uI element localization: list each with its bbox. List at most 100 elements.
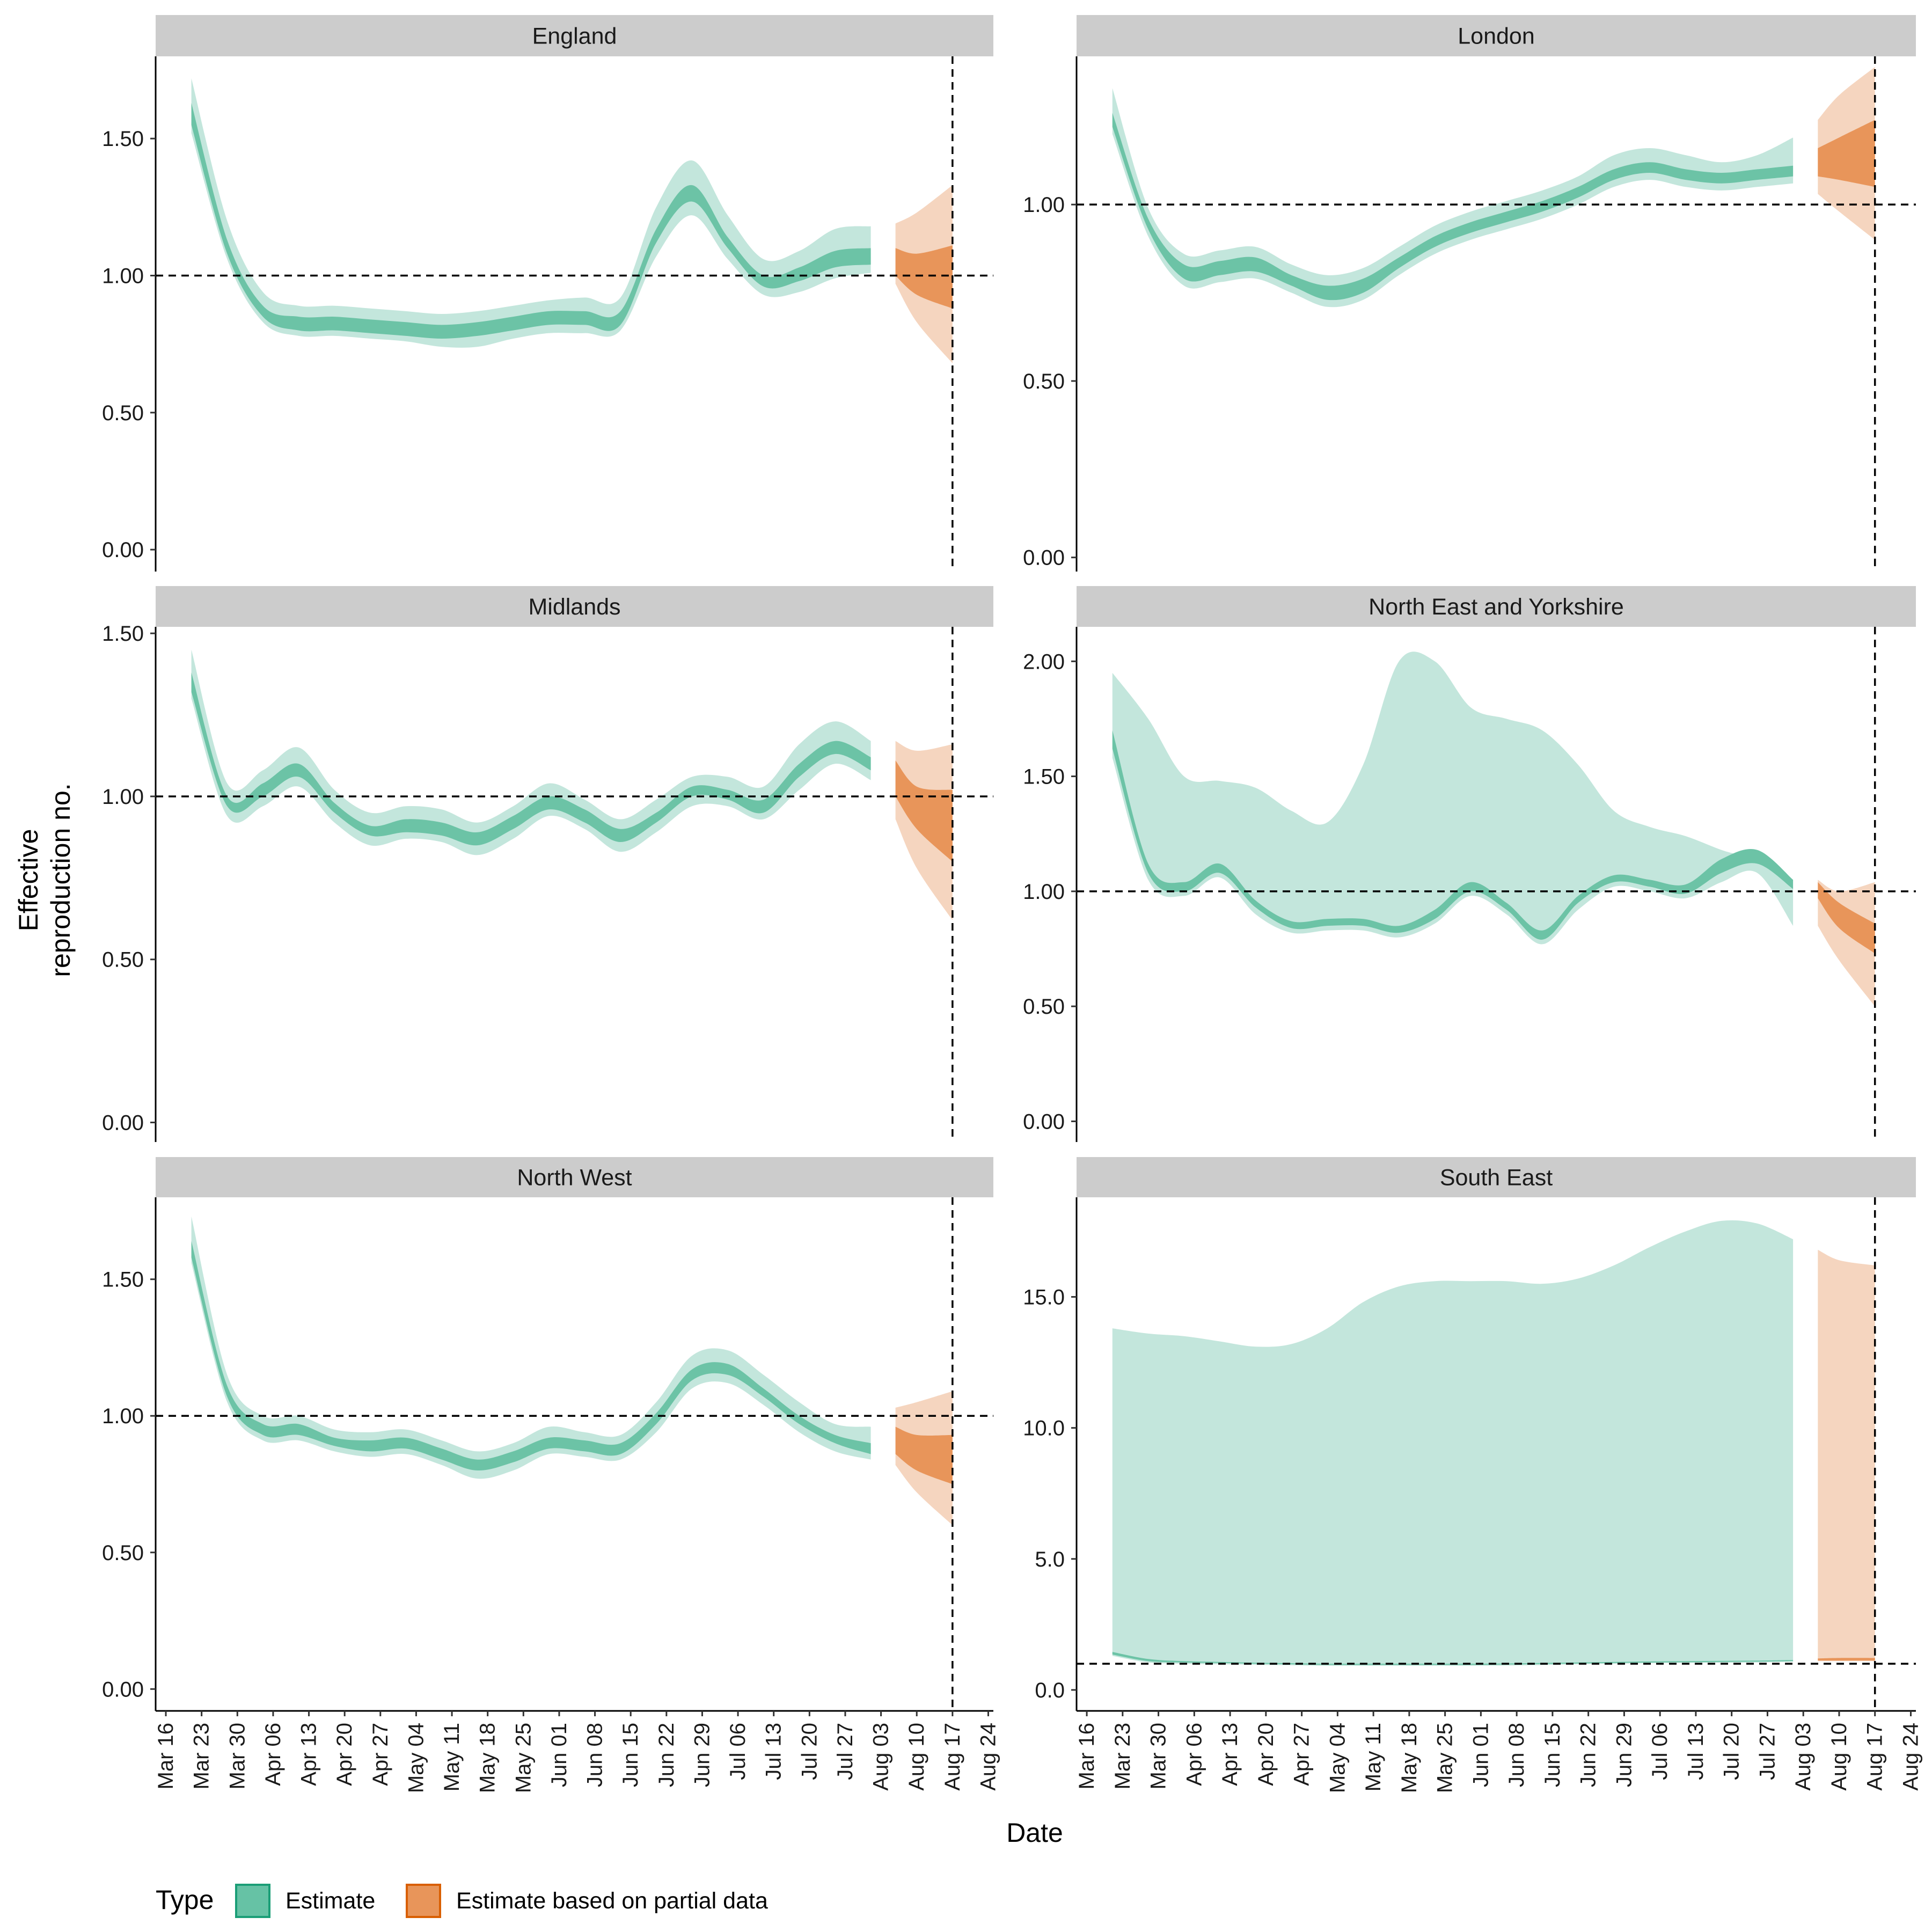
x-tick-label: Apr 20 xyxy=(1254,1723,1278,1786)
y-axis-title-line1: Effective xyxy=(13,829,43,932)
legend-label-estimate: Estimate xyxy=(286,1888,375,1914)
y-tick-label: 0.00 xyxy=(102,538,144,562)
x-tick-label: May 18 xyxy=(1397,1723,1421,1793)
y-tick-label: 0.00 xyxy=(102,1111,144,1135)
y-tick-label: 1.00 xyxy=(1023,193,1065,217)
x-tick-label: Jul 27 xyxy=(1755,1723,1779,1780)
facet-strip-title: South East xyxy=(1440,1165,1553,1191)
x-tick-label: May 11 xyxy=(1362,1723,1385,1791)
y-tick-label: 1.00 xyxy=(102,785,144,809)
x-tick-label: Aug 24 xyxy=(1899,1723,1923,1791)
x-tick-label: Apr 13 xyxy=(297,1723,321,1786)
facet-strip-title: London xyxy=(1458,24,1535,49)
x-tick-label: Jun 08 xyxy=(1505,1723,1528,1787)
facet-panel: North East and Yorkshire 0.00 0.50 1.00 1.50… xyxy=(1023,586,1916,1142)
facet-strip-title: Midlands xyxy=(528,594,620,620)
x-tick-label: Aug 24 xyxy=(977,1723,1000,1791)
x-tick-label: Jun 29 xyxy=(1612,1723,1636,1787)
y-tick-label: 1.50 xyxy=(1023,765,1065,789)
x-tick-label: Jul 20 xyxy=(1720,1723,1744,1780)
y-axis-title-line2: reproduction no. xyxy=(46,783,76,977)
x-tick-label: Aug 17 xyxy=(1863,1723,1887,1791)
facet-strip-title: North East and Yorkshire xyxy=(1368,594,1624,620)
x-tick-label: Jul 13 xyxy=(1684,1723,1708,1780)
legend-swatch-partial xyxy=(407,1885,440,1917)
x-tick-label: Apr 27 xyxy=(369,1723,392,1786)
y-tick-label: 1.00 xyxy=(1023,880,1065,904)
x-tick-label: Aug 10 xyxy=(1827,1723,1851,1791)
x-tick-label: Aug 10 xyxy=(905,1723,928,1791)
x-tick-label: Mar 30 xyxy=(225,1723,249,1790)
estimate-outer-band xyxy=(1113,1220,1793,1666)
x-tick-label: Mar 30 xyxy=(1147,1723,1170,1790)
x-tick-label: Jun 22 xyxy=(1577,1723,1600,1787)
legend-swatch-estimate xyxy=(236,1885,269,1917)
partial-outer-band xyxy=(1818,1250,1875,1662)
x-tick-label: Aug 17 xyxy=(941,1723,964,1791)
y-axis-title: Effective reproduction no. xyxy=(13,783,76,977)
x-tick-label: Jun 15 xyxy=(1541,1723,1564,1787)
estimate-outer-band xyxy=(192,1217,871,1479)
x-tick-label: Jun 01 xyxy=(1469,1723,1492,1787)
facet-panels: England 0.00 0.50 1.00 1.50 London 0.00 0.50 1.0… xyxy=(102,15,1922,1793)
y-tick-label: 0.50 xyxy=(102,401,144,425)
x-tick-label: Jul 06 xyxy=(726,1723,750,1780)
partial-inner-band xyxy=(1818,1658,1875,1660)
facet-panel: North West 0.00 0.50 1.00 1.50 Mar 16 Mar 23 Ma… xyxy=(102,1157,1000,1793)
x-tick-label: Jul 20 xyxy=(797,1723,821,1780)
facet-panel: England 0.00 0.50 1.00 1.50 xyxy=(102,15,993,572)
estimate-outer-band xyxy=(192,650,871,855)
x-tick-label: Jun 22 xyxy=(655,1723,678,1787)
y-tick-label: 0.50 xyxy=(102,948,144,972)
facet-strip-title: North West xyxy=(517,1165,632,1191)
x-tick-label: May 25 xyxy=(1433,1723,1457,1793)
y-tick-label: 0.00 xyxy=(1023,546,1065,570)
x-tick-label: Apr 27 xyxy=(1290,1723,1314,1786)
y-tick-label: 1.00 xyxy=(102,1404,144,1428)
x-tick-label: Aug 03 xyxy=(1791,1723,1815,1791)
y-tick-label: 5.0 xyxy=(1035,1548,1065,1571)
x-tick-label: Jun 01 xyxy=(547,1723,571,1787)
y-tick-label: 10.0 xyxy=(1023,1417,1065,1440)
x-tick-label: Mar 16 xyxy=(1075,1723,1099,1790)
facet-panel: London 0.00 0.50 1.00 xyxy=(1023,15,1916,572)
x-tick-label: Aug 03 xyxy=(869,1723,893,1791)
y-tick-label: 0.50 xyxy=(1023,995,1065,1019)
x-tick-label: Apr 13 xyxy=(1218,1723,1242,1786)
y-tick-label: 1.50 xyxy=(102,622,144,646)
x-tick-label: Apr 20 xyxy=(333,1723,356,1786)
x-tick-label: Mar 23 xyxy=(190,1723,214,1790)
y-tick-label: 1.50 xyxy=(102,1268,144,1292)
x-tick-label: May 04 xyxy=(404,1723,428,1793)
x-tick-label: Jul 06 xyxy=(1648,1723,1672,1780)
y-tick-label: 15.0 xyxy=(1023,1286,1065,1309)
y-tick-label: 1.00 xyxy=(102,265,144,288)
y-tick-label: 0.50 xyxy=(1023,370,1065,393)
x-tick-label: Mar 23 xyxy=(1111,1723,1135,1790)
x-tick-label: May 18 xyxy=(476,1723,500,1793)
y-tick-label: 1.50 xyxy=(102,127,144,151)
x-tick-label: Jun 15 xyxy=(619,1723,642,1787)
y-tick-label: 0.0 xyxy=(1035,1679,1065,1702)
x-tick-label: Jul 13 xyxy=(762,1723,786,1780)
facet-panel: Midlands 0.00 0.50 1.00 1.50 xyxy=(102,586,993,1142)
legend-title: Type xyxy=(156,1885,214,1915)
estimate-outer-band xyxy=(192,78,871,348)
facet-strip-title: England xyxy=(532,24,617,49)
x-tick-label: Mar 16 xyxy=(154,1723,178,1790)
y-tick-label: 0.00 xyxy=(1023,1110,1065,1133)
x-tick-label: Jun 08 xyxy=(583,1723,607,1787)
y-tick-label: 0.50 xyxy=(102,1541,144,1565)
y-tick-label: 0.00 xyxy=(102,1678,144,1701)
x-tick-label: May 11 xyxy=(440,1723,464,1791)
y-tick-label: 2.00 xyxy=(1023,650,1065,674)
estimate-inner-band xyxy=(1113,113,1793,300)
x-tick-label: May 25 xyxy=(511,1723,535,1793)
x-axis-title: Date xyxy=(1006,1818,1063,1848)
x-tick-label: May 04 xyxy=(1326,1723,1349,1793)
x-tick-label: Apr 06 xyxy=(1182,1723,1206,1786)
facet-panel: South East 0.0 5.0 10.0 15.0 Mar 16 Mar 23 Mar … xyxy=(1023,1157,1922,1793)
x-tick-label: Jul 27 xyxy=(833,1723,857,1780)
legend: Type Estimate Estimate based on partial … xyxy=(156,1885,768,1917)
